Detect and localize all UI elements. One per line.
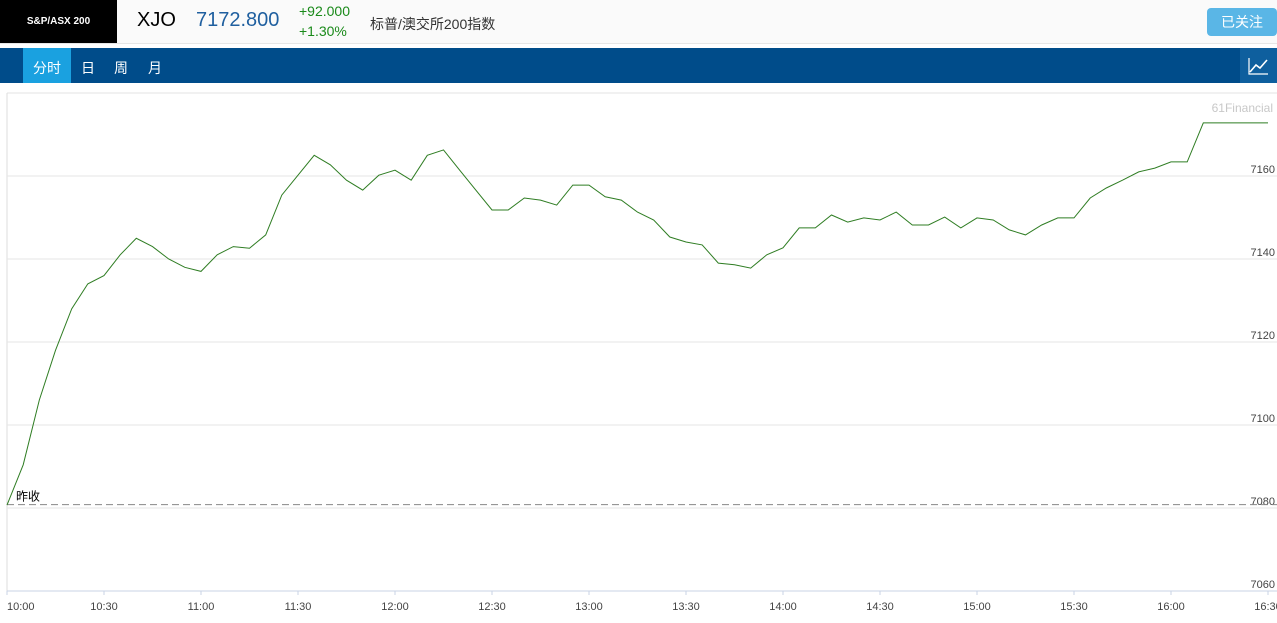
price-line xyxy=(6,122,1268,506)
tab[interactable]: 分时 xyxy=(23,48,71,83)
index-name: 标普/澳交所200指数 xyxy=(370,16,496,32)
x-tick-label: 11:00 xyxy=(188,601,215,613)
y-tick-label: 7120 xyxy=(1251,330,1275,342)
tab[interactable]: 日 xyxy=(81,60,95,76)
y-tick-label: 7080 xyxy=(1251,496,1275,508)
y-tick-label: 7140 xyxy=(1251,247,1275,259)
prev-close-label: 昨收 xyxy=(16,490,40,504)
chart-icon[interactable] xyxy=(1240,48,1277,83)
symbol: XJO xyxy=(137,9,176,31)
x-tick-label: 11:30 xyxy=(285,601,312,613)
header: S&P/ASX 200 XJO 7172.800 +92.000 +1.30% … xyxy=(0,0,1277,44)
change: +92.000 xyxy=(299,3,350,19)
x-tick-label: 16:30 xyxy=(1254,601,1277,613)
x-tick-label: 16:00 xyxy=(1157,601,1185,613)
x-tick-label: 10:30 xyxy=(90,601,118,613)
x-tick-label: 12:00 xyxy=(381,601,409,613)
price: 7172.800 xyxy=(196,9,280,31)
x-tick-label: 14:30 xyxy=(866,601,894,613)
x-tick-label: 15:30 xyxy=(1060,601,1088,613)
tab[interactable]: 月 xyxy=(148,60,162,76)
icon-graphic xyxy=(1248,58,1268,75)
x-tick-label: 12:30 xyxy=(478,601,506,613)
x-tick-label: 10:00 xyxy=(7,601,35,613)
change-pct: +1.30% xyxy=(299,23,347,39)
y-tick-label: 7060 xyxy=(1251,579,1275,591)
x-tick-label: 13:30 xyxy=(672,601,700,613)
y-tick-label: 7160 xyxy=(1251,164,1275,176)
x-tick-label: 15:00 xyxy=(963,601,991,613)
logo: S&P/ASX 200 xyxy=(0,0,117,43)
nav-bar: 分时 日 周 月 xyxy=(0,48,1277,83)
watermark: 61Financial xyxy=(1212,101,1273,115)
x-tick-label: 14:00 xyxy=(769,601,797,613)
follow-button[interactable]: 已关注 xyxy=(1207,8,1277,36)
y-tick-label: 7100 xyxy=(1251,413,1275,425)
x-tick-label: 13:00 xyxy=(575,601,603,613)
tab[interactable]: 周 xyxy=(114,60,128,76)
